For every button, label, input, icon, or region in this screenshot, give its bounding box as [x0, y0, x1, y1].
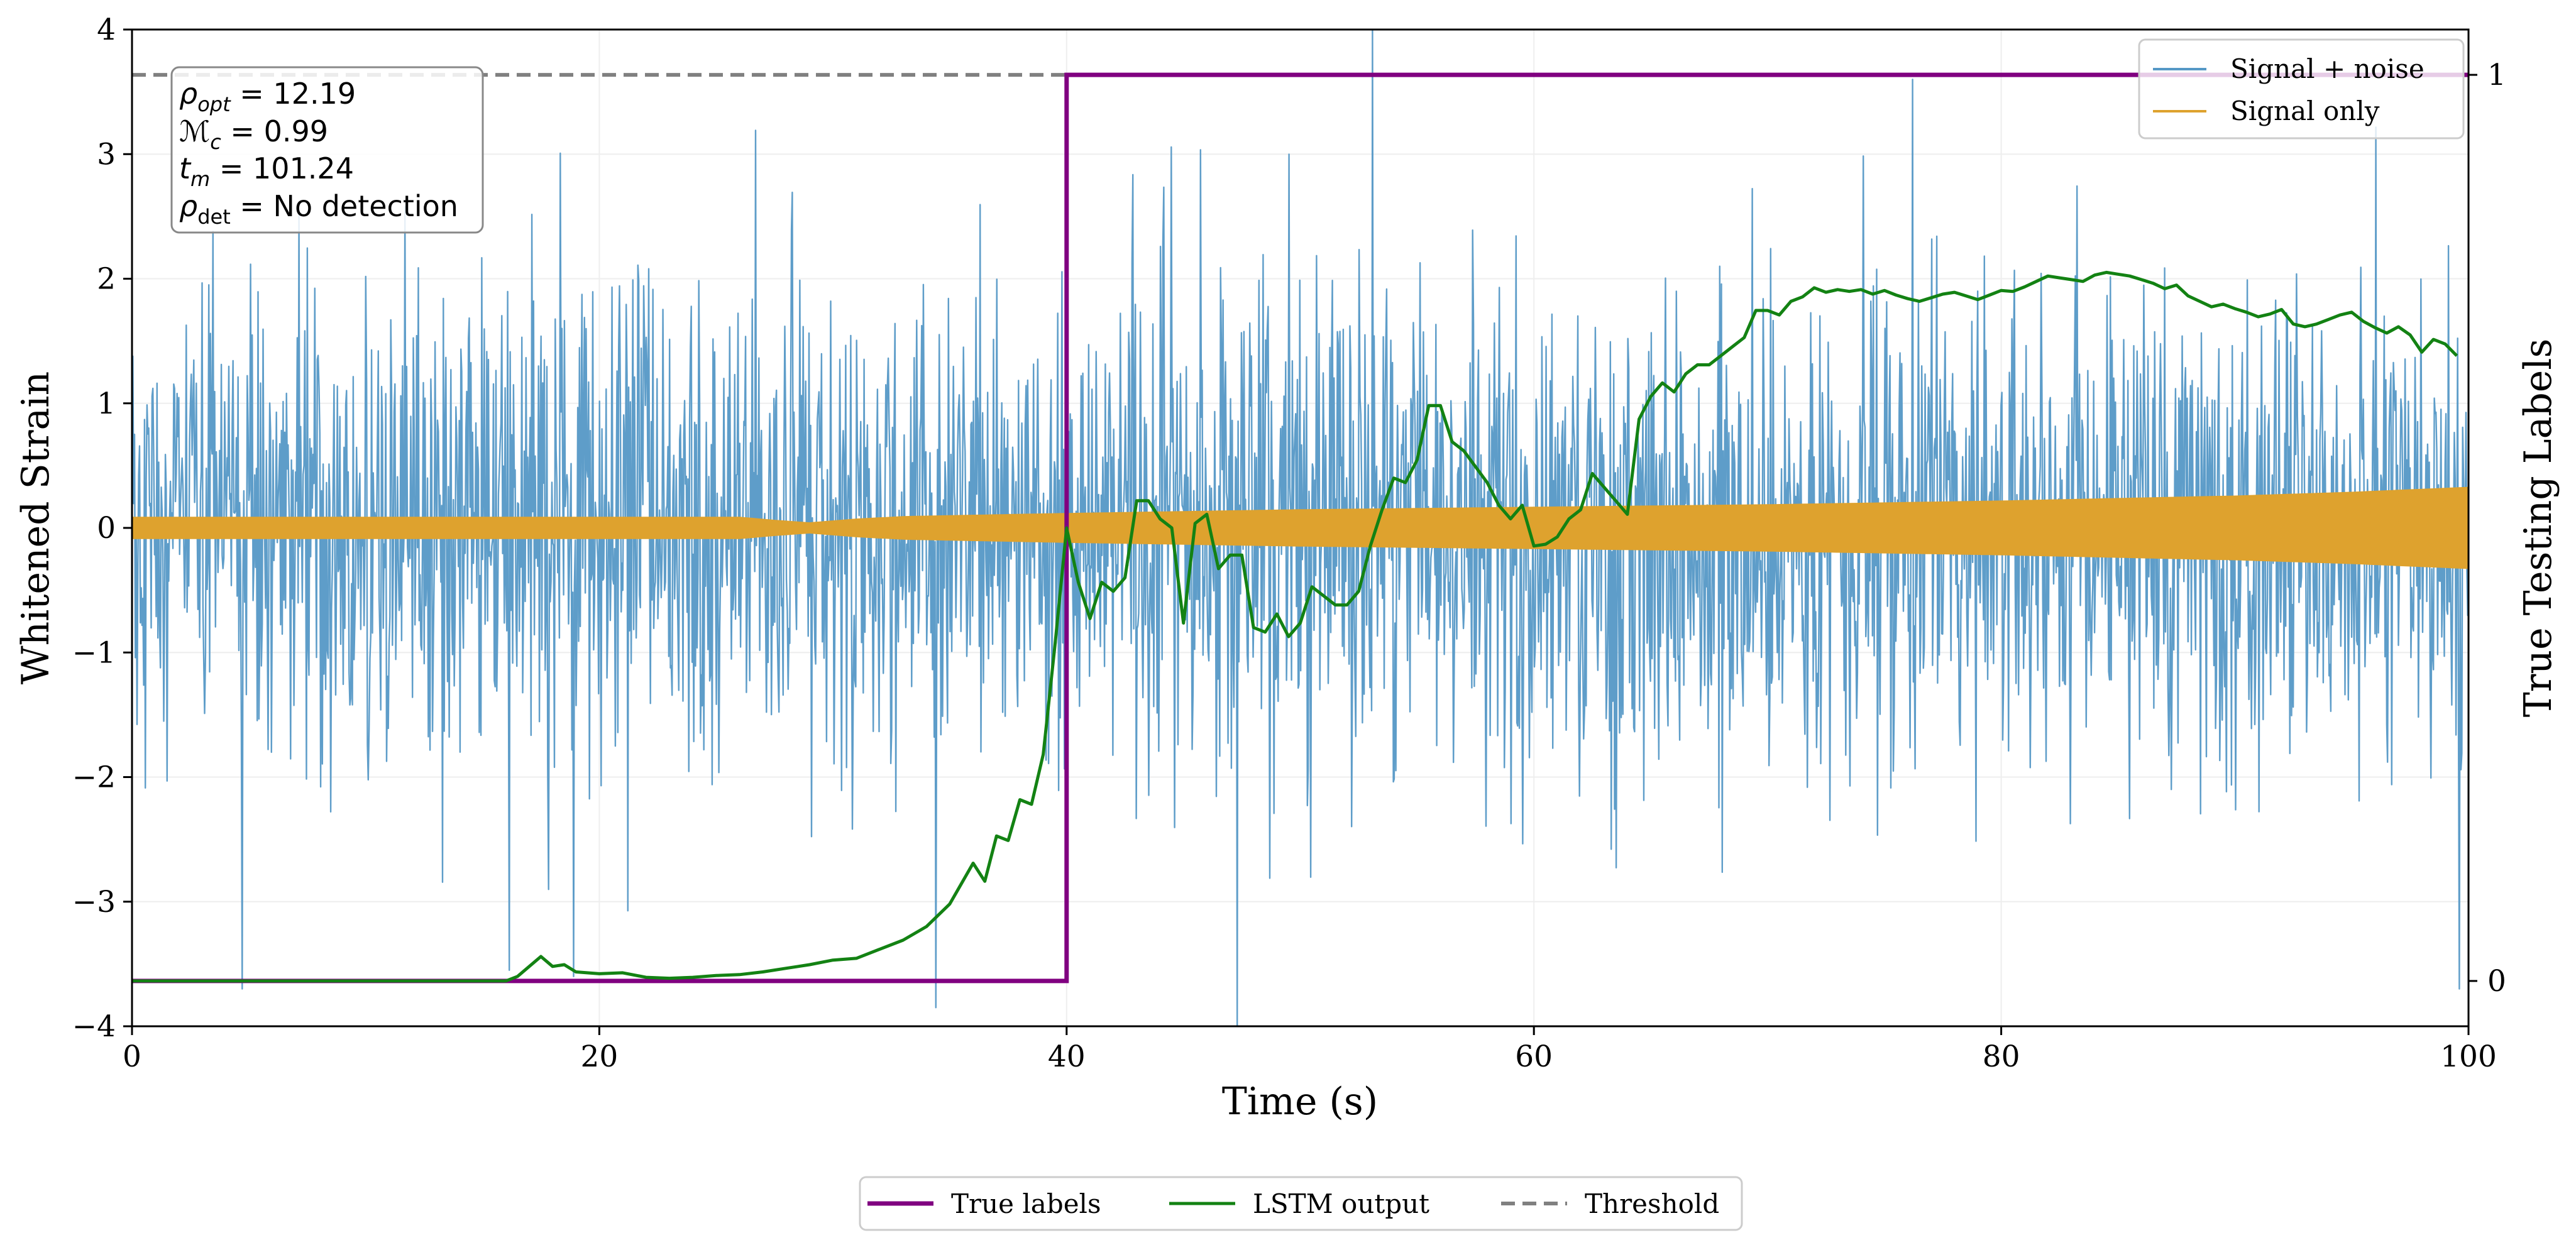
y-axis-label: Whitened Strain [14, 371, 58, 684]
y-tick-label-2: −2 [72, 760, 116, 795]
x-axis: 0 20 40 60 80 100 [123, 1026, 2497, 1074]
y-tick-label-6: 2 [97, 262, 116, 297]
y-tick-label-3: −1 [72, 635, 116, 670]
annotation-chirp-mass: ℳc = 0.99 [179, 114, 328, 154]
y-tick-label-4: 0 [97, 511, 116, 546]
x-tick-label-1: 20 [580, 1039, 618, 1074]
signal-plus-noise-series [132, 30, 2469, 1026]
legend-lower-frame [859, 1176, 1743, 1231]
x-axis-label: Time (s) [1222, 1080, 1378, 1124]
annotation-box: ρopt = 12.19 ℳc = 0.99 tm = 101.24 ρdet … [170, 66, 484, 234]
annotation-merger-time: tm = 101.24 [179, 151, 354, 191]
legend-label-signal-only: Signal only [2230, 96, 2380, 126]
annotation-rho-det: ρdet = No detection [179, 189, 458, 229]
y-tick-label-1: −3 [72, 885, 116, 919]
x-tick-label-0: 0 [123, 1039, 141, 1074]
x-tick-label-3: 60 [1515, 1039, 1553, 1074]
x-tick-label-2: 40 [1048, 1039, 1086, 1074]
legend-lower: True labels LSTM output Threshold [859, 1176, 1743, 1231]
annotation-rho-opt: ρopt = 12.19 [179, 77, 356, 116]
y2-tick-label-0: 0 [2487, 964, 2506, 999]
y-tick-label-7: 3 [97, 137, 116, 172]
y2-tick-label-1: 1 [2487, 58, 2506, 92]
plot-area [132, 30, 2469, 1026]
legend-label-true-labels: True labels [951, 1188, 1101, 1219]
x-tick-label-4: 80 [1983, 1039, 2020, 1074]
legend-label-signal-plus-noise: Signal + noise [2230, 53, 2425, 84]
legend-label-threshold: Threshold [1585, 1188, 1719, 1219]
legend-upper-frame [2138, 38, 2465, 140]
x-tick-label-5: 100 [2440, 1039, 2497, 1074]
y-tick-label-5: 1 [97, 387, 116, 421]
y-axis-right: 01 [2469, 58, 2506, 999]
legend-label-lstm-output: LSTM output [1253, 1188, 1429, 1219]
legend-upper: Signal + noise Signal only [2138, 38, 2465, 140]
annotation-box-frame [170, 66, 484, 234]
y2-axis-label: True Testing Labels [2516, 339, 2560, 718]
lstm-output-series [132, 270, 2458, 983]
y-tick-label-0: −4 [72, 1009, 116, 1044]
signal-only-series [132, 486, 2469, 569]
y-axis-left: −4 −3 −2 −1 0 1 2 3 4 [72, 13, 132, 1044]
y-tick-label-8: 4 [97, 13, 116, 47]
